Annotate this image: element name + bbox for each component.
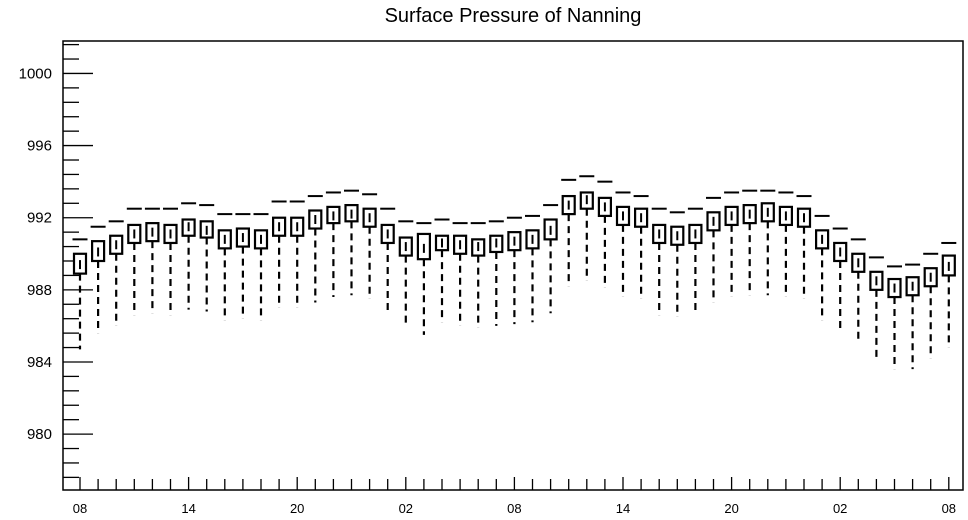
x-tick-label: 14 [181,501,195,516]
box-item [561,178,577,287]
y-tick-label: 984 [27,354,52,371]
box-item [742,189,758,296]
x-tick-label: 08 [942,501,956,516]
y-tick-label: 996 [27,138,52,155]
box-item [778,191,794,298]
x-tick-label: 02 [833,501,847,516]
box-item [488,220,504,326]
box-item [543,204,559,314]
box-item [850,238,866,343]
box-item [199,204,215,312]
box-item [832,227,848,330]
y-tick-label: 992 [27,210,52,227]
box-item [887,265,902,370]
box-item [506,216,522,325]
box-item [760,189,776,296]
box-item [525,214,540,323]
box-item [380,207,396,312]
box-item [868,256,884,361]
box-item [434,218,450,323]
box-item [72,238,88,350]
x-axis: 08 14 20 02 08 14 20 02 08 [73,477,956,516]
box-item [126,207,142,316]
box-item [398,220,414,326]
box-item [633,195,649,299]
box-item [217,213,233,321]
box-item [289,200,305,308]
x-tick-label: 02 [399,501,413,516]
box-item [163,207,178,316]
box-item [235,213,251,319]
box-item [325,191,341,298]
plot-frame [62,40,964,491]
x-tick-label: 08 [507,501,521,516]
box-item [416,222,432,335]
boxes-layer [72,175,957,370]
box-item [597,180,613,289]
y-axis: 980 984 988 992 996 1000 [19,43,93,479]
x-tick-label: 08 [73,501,87,516]
box-item [941,241,957,348]
y-tick-label: 980 [27,426,52,443]
box-item [615,191,631,298]
box-item [669,211,685,317]
box-item [181,202,197,310]
box-item [923,252,939,359]
box-item [452,222,468,326]
box-item [362,193,378,299]
box-item [470,222,486,328]
box-item [90,225,106,334]
box-item [108,220,124,326]
box-item [579,175,595,281]
box-item [253,213,269,321]
box-item [724,191,740,298]
chart-title: Surface Pressure of Nanning [385,5,642,27]
box-item [271,200,287,308]
x-tick-label: 20 [290,501,304,516]
box-item [687,207,703,314]
box-item [905,263,921,370]
x-tick-label: 14 [616,501,630,516]
y-tick-label: 988 [27,282,52,299]
box-item [651,207,667,316]
x-tick-label: 20 [724,501,738,516]
box-item [796,195,812,299]
y-tick-label: 1000 [19,65,52,82]
box-item [706,196,721,303]
box-item [814,214,830,321]
box-item [144,207,160,314]
box-item [307,195,323,303]
box-item [344,189,359,296]
